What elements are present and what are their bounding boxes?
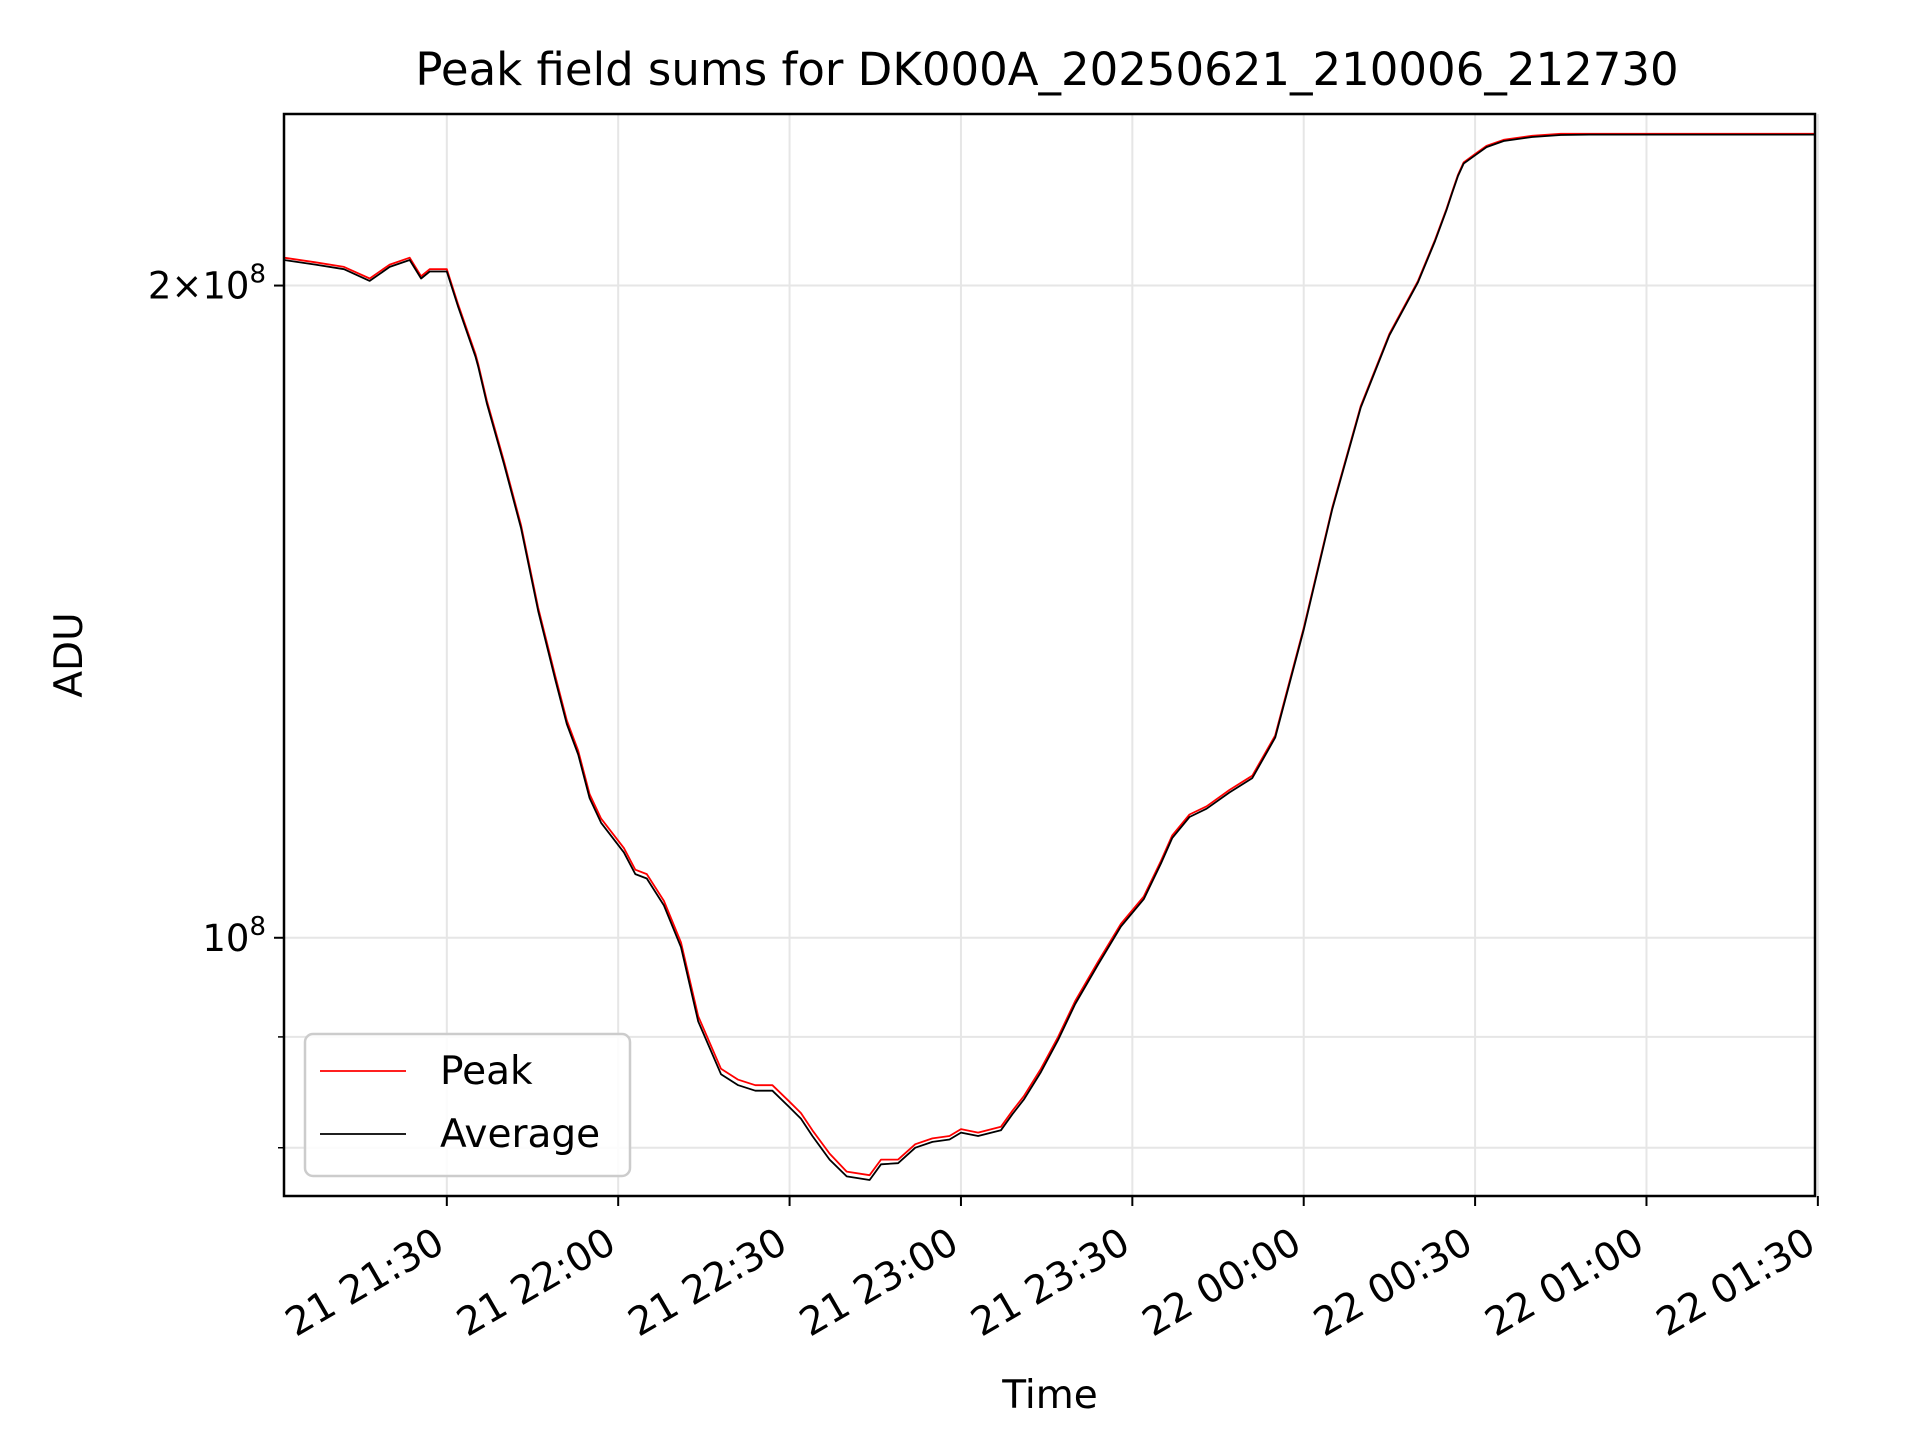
y-tick-label: 2×108 [148,260,266,308]
y-tick-label: 108 [202,912,266,960]
legend: Peak Average [303,1032,632,1178]
legend-average-label: Average [440,1112,600,1157]
legend-box [303,1032,632,1178]
plot-area [284,114,1815,1196]
series-lines [283,132,1815,1181]
y-axis-ticks: 2×108 108 [148,260,284,1149]
series-line-average [283,133,1815,1181]
legend-peak-label: Peak [440,1049,533,1094]
chart-title: Peak field sums for DK000A_20250621_2100… [415,43,1678,96]
x-axis-label: Time [1001,1373,1097,1418]
plot-frame [282,112,1817,1198]
y-axis-label: ADU [47,612,92,697]
